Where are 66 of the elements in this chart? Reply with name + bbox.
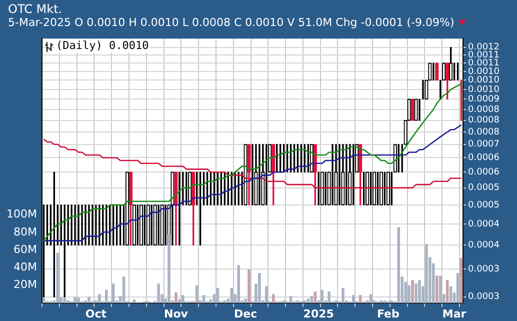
candlestick (348, 144, 352, 206)
y-tick-label: 0.0008 (468, 116, 500, 126)
candlestick (170, 172, 174, 246)
y-tick-label: 0.0010 (468, 84, 500, 95)
x-tick-label: Mar (442, 307, 467, 320)
x-tick-label: Oct (85, 307, 106, 320)
candlestick (178, 172, 180, 246)
y-tick-label: 0.0004 (468, 240, 500, 250)
candlestick (70, 204, 72, 246)
candlestick (164, 204, 166, 246)
candlestick (346, 144, 348, 206)
candlestick (78, 204, 80, 246)
y2-tick-label: 40M (14, 260, 37, 274)
candlestick (446, 62, 450, 100)
chart-title: OTC Mkt. (8, 2, 62, 16)
y-tick-label: 0.0003 (468, 264, 500, 274)
y-tick-label: 0.0011 (468, 58, 500, 68)
y2-tick-label: 20M (14, 278, 37, 292)
candlestick (92, 204, 94, 246)
x-tick-label: Feb (376, 307, 400, 320)
candlestick (84, 204, 86, 246)
candlestick (258, 144, 260, 206)
candlestick (261, 144, 265, 206)
x-tick-label: Dec (234, 307, 258, 320)
candlestick (81, 204, 83, 246)
y2-tick-label: 60M (14, 242, 37, 256)
y-tick-label: 0.0005 (468, 183, 500, 194)
candlestick (88, 204, 90, 246)
y2-tick-label: 100M (6, 208, 37, 221)
candlestick (244, 144, 248, 206)
y-tick-label: 0.0005 (468, 200, 500, 210)
candlestick (160, 204, 164, 246)
candlestick (334, 144, 338, 206)
candlestick (338, 144, 340, 206)
y-tick-label: 0.0006 (468, 167, 500, 178)
candlestick (453, 62, 456, 81)
candlestick (252, 144, 254, 206)
y-tick-label: 0.0009 (468, 94, 500, 105)
candlestick (153, 204, 157, 246)
candlestick (158, 204, 160, 246)
y-tick-label: 0.0010 (468, 76, 500, 86)
annotation: (Daily) 0.0010 (56, 38, 149, 52)
candlestick (247, 144, 251, 206)
candlestick (174, 172, 178, 246)
x-tick-label: Nov (164, 307, 189, 320)
y-tick-label: 0.0010 (468, 66, 500, 77)
y-tick-label: 0.0004 (468, 219, 500, 230)
candlestick (332, 144, 334, 206)
y-tick-label: 0.0008 (468, 127, 500, 138)
candlestick (414, 98, 418, 121)
candlestick (456, 62, 459, 81)
candlestick (95, 204, 97, 246)
y2-tick-label: 80M (14, 225, 37, 238)
candlestick (410, 98, 414, 121)
y-tick-label: 0.0008 (468, 104, 500, 115)
y-tick-label: 0.0007 (468, 140, 500, 150)
candlestick (435, 62, 439, 81)
candlestick (432, 62, 434, 81)
chart-subtitle: 5-Mar-2025 O 0.0010 H 0.0010 L 0.0008 C 0.0010 V 51.0M Chg -0.0001 (-9.09%) (8, 16, 454, 29)
y-tick-label: 0.0003 (468, 292, 500, 302)
y-tick-label: 0.0006 (468, 153, 500, 164)
candlestick (341, 144, 345, 206)
candlestick (324, 172, 326, 206)
candlestick (254, 144, 258, 206)
x-tick-label: 2025 (303, 307, 334, 320)
candlestick (74, 204, 76, 246)
